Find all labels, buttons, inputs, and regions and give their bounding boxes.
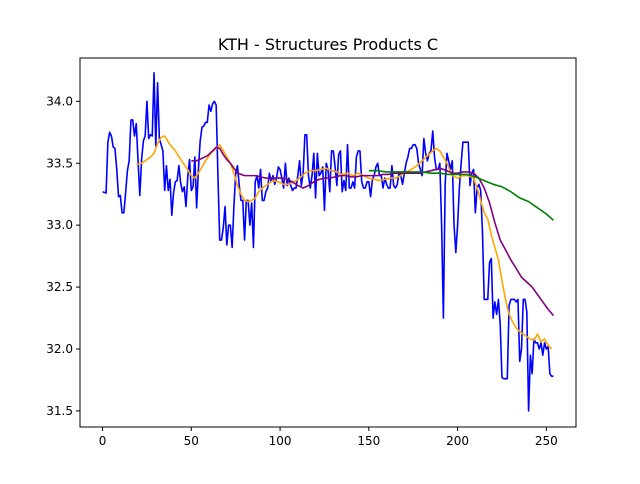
series-line-1 <box>102 72 554 412</box>
x-axis: 0 50 100 150 200 250 <box>99 427 558 448</box>
x-tick-label: 150 <box>357 434 380 448</box>
series-line-3 <box>191 146 555 317</box>
y-tick-label: 33.5 <box>46 156 73 170</box>
series-line-4 <box>368 169 554 221</box>
x-tick-label: 0 <box>99 434 107 448</box>
y-tick-label: 33.0 <box>46 218 73 232</box>
x-tick-label: 250 <box>535 434 558 448</box>
y-tick-label: 31.5 <box>46 404 73 418</box>
chart-title: KTH - Structures Products C <box>218 35 438 54</box>
x-tick-label: 50 <box>184 434 199 448</box>
y-tick-label: 32.0 <box>46 342 73 356</box>
x-tick-label: 200 <box>446 434 469 448</box>
y-tick-label: 32.5 <box>46 280 73 294</box>
y-axis: 31.5 32.0 32.5 33.0 33.5 34.0 <box>46 94 80 418</box>
y-tick-label: 34.0 <box>46 94 73 108</box>
series-layer <box>102 72 555 412</box>
x-tick-label: 100 <box>269 434 292 448</box>
series-line-2 <box>136 135 553 350</box>
plot-frame <box>79 57 577 428</box>
